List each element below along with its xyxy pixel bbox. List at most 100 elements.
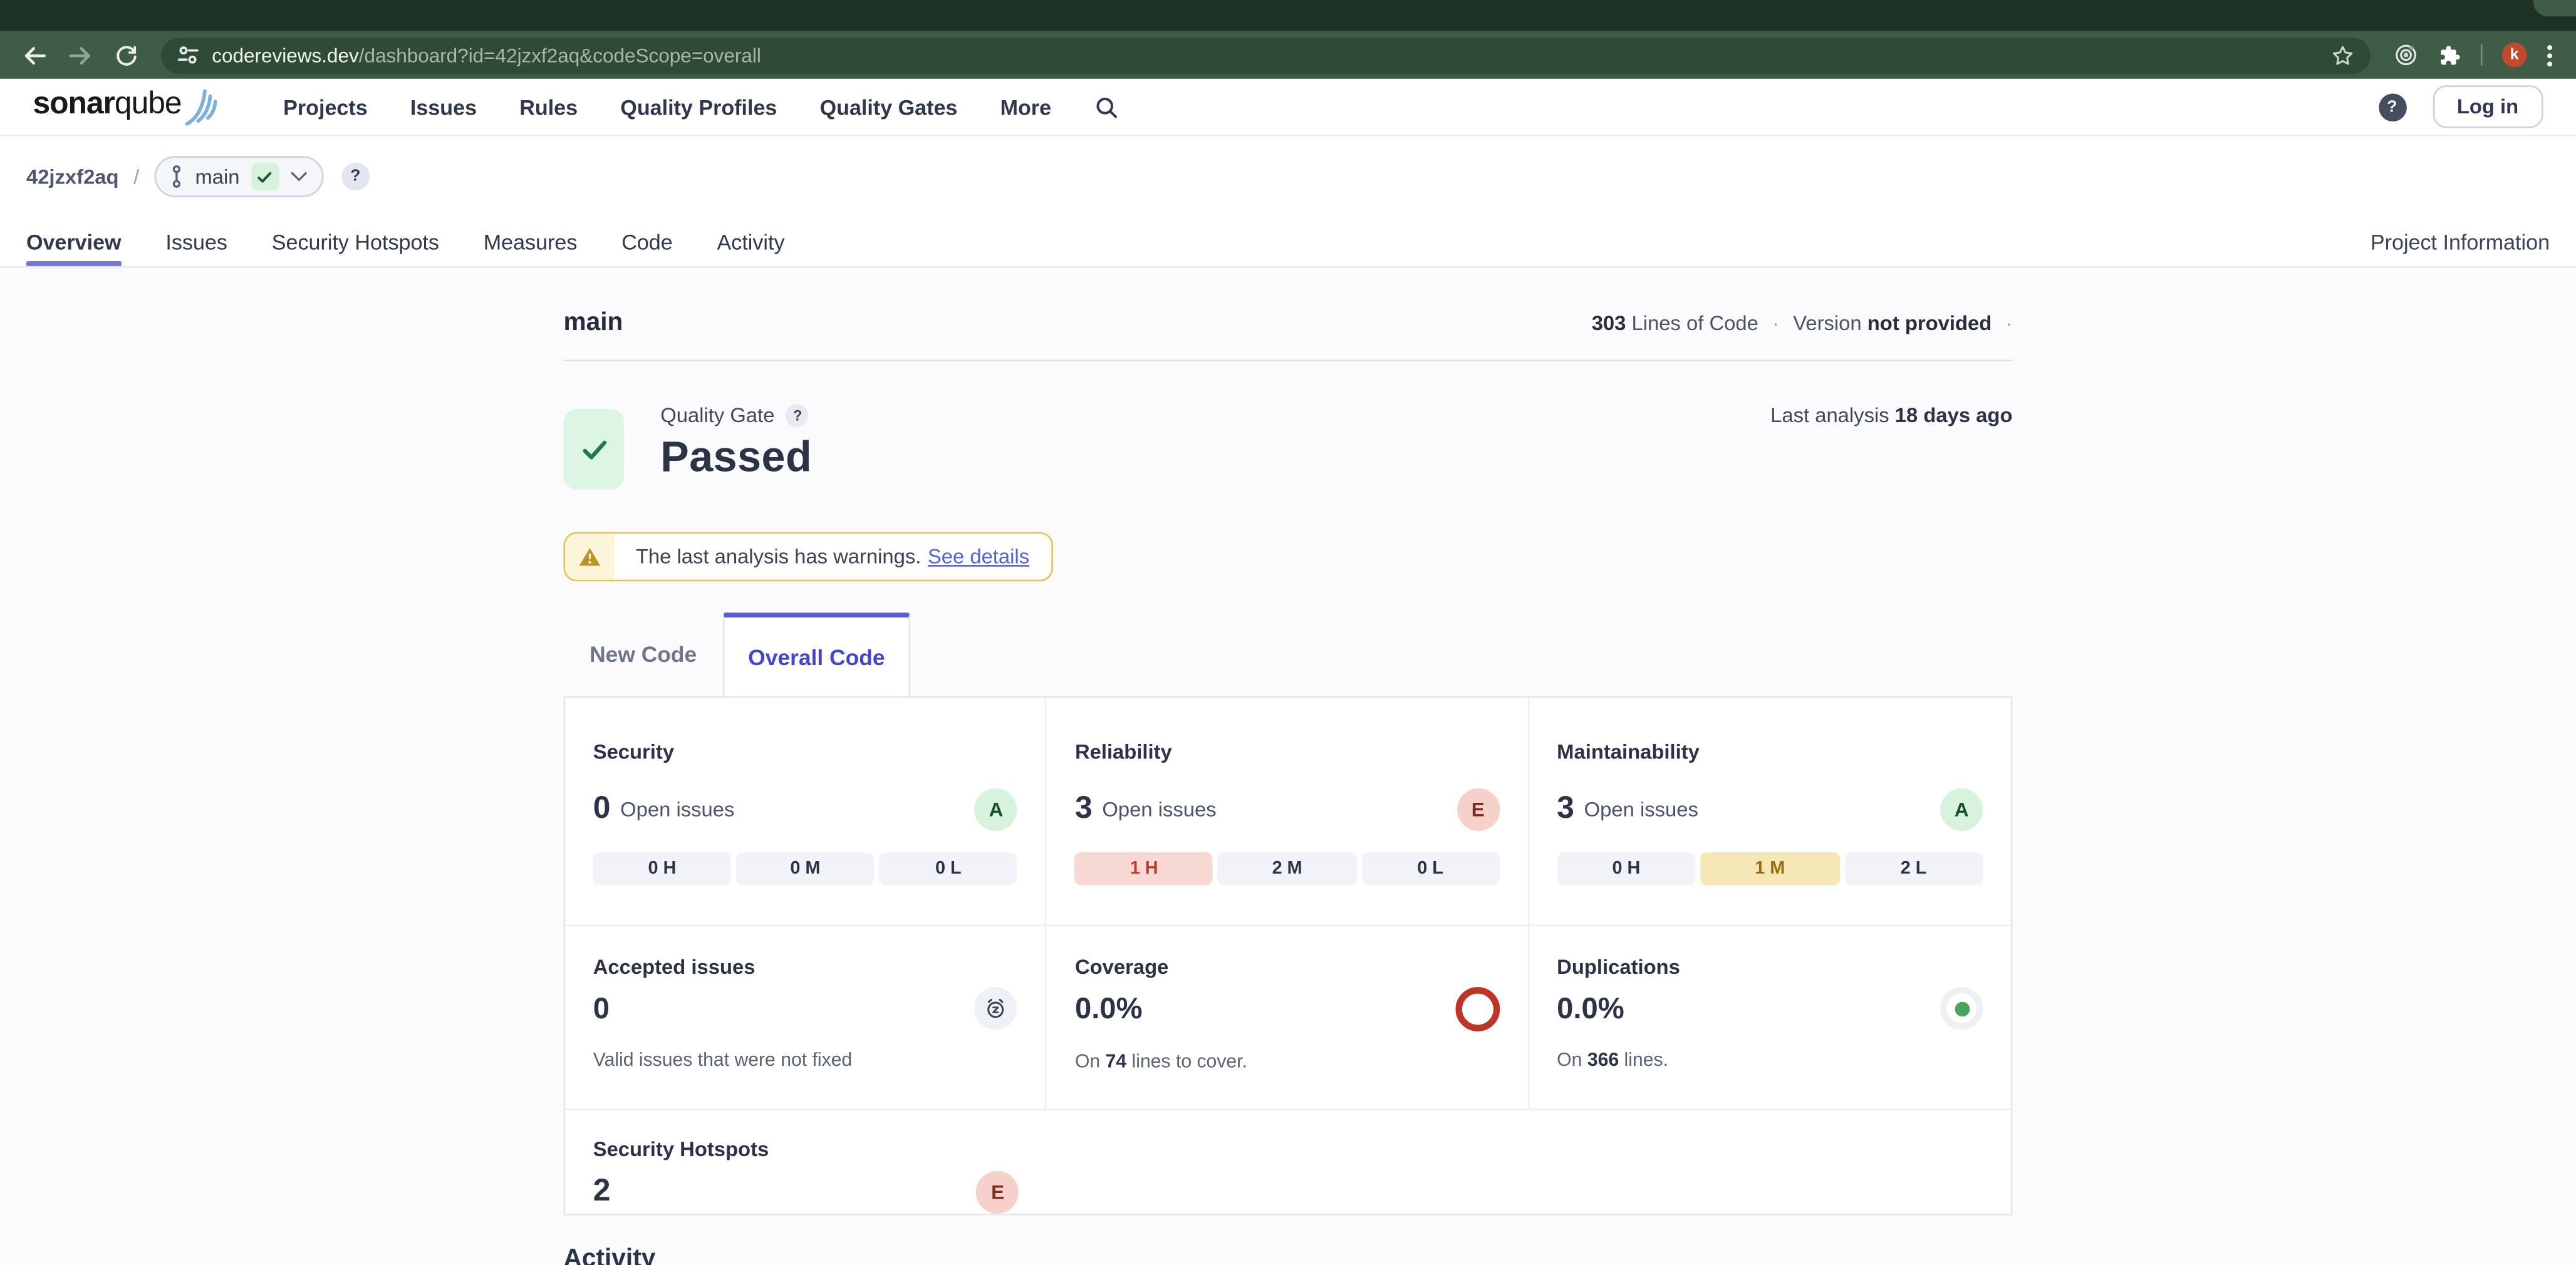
nav-issues[interactable]: Issues: [410, 94, 477, 120]
maintainability-pill-low[interactable]: 2 L: [1844, 852, 1983, 886]
tab-activity[interactable]: Activity: [717, 229, 785, 254]
coverage-metric: Coverage 0.0% On 74 lines to cover.: [1047, 926, 1529, 1109]
help-icon[interactable]: ?: [2377, 93, 2406, 121]
duplications-dot-icon: [1954, 1001, 1970, 1016]
maintainability-count-label: Open issues: [1584, 798, 1698, 822]
tab-overview[interactable]: Overview: [26, 217, 122, 266]
version-value: not provided: [1867, 312, 1992, 335]
project-information-link[interactable]: Project Information: [2370, 229, 2550, 254]
tab-code[interactable]: Code: [621, 229, 673, 254]
reliability-rating-badge: E: [1457, 788, 1500, 831]
extensions-puzzle-icon[interactable]: [2438, 43, 2461, 66]
metrics-row-hotspots: Security Hotspots 2 E: [565, 1108, 2011, 1214]
tab-issues[interactable]: Issues: [165, 229, 227, 254]
tab-security-hotspots[interactable]: Security Hotspots: [271, 229, 439, 254]
accepted-issues-description: Valid issues that were not fixed: [593, 1051, 853, 1071]
meta-separator-tail: ·: [2005, 312, 2013, 335]
security-severity-pills: 0 H 0 M 0 L: [593, 852, 1018, 886]
coverage-value[interactable]: 0.0%: [1074, 991, 1143, 1025]
tab-measures[interactable]: Measures: [483, 229, 578, 254]
accepted-issues-count[interactable]: 0: [593, 991, 610, 1025]
branch-title: main: [563, 309, 623, 337]
reliability-severity-pills: 1 H 2 M 0 L: [1074, 852, 1500, 886]
tab-overall-code[interactable]: Overall Code: [722, 612, 910, 696]
branch-icon: [169, 164, 184, 188]
duplications-metric: Duplications 0.0% On 366 lines.: [1529, 926, 2011, 1108]
nav-projects[interactable]: Projects: [283, 94, 368, 120]
nav-quality-profiles[interactable]: Quality Profiles: [620, 94, 777, 120]
profile-avatar[interactable]: k: [2501, 43, 2527, 68]
toolbar-icons: k: [2384, 43, 2563, 68]
extension-orbit-icon[interactable]: [2394, 43, 2418, 67]
branch-selector[interactable]: main: [153, 156, 324, 197]
security-metric: Security 0 Open issues A 0 H 0 M 0 L: [565, 698, 1047, 925]
back-button[interactable]: [13, 34, 56, 76]
last-analysis: Last analysis 18 days ago: [1770, 404, 2012, 427]
maintainability-count[interactable]: 3: [1557, 792, 1574, 827]
snooze-alarm-icon: [985, 997, 1008, 1020]
browser-toolbar: codereviews.dev/dashboard?id=42jzxf2aq&c…: [0, 31, 2576, 79]
reliability-pill-high[interactable]: 1 H: [1074, 852, 1213, 886]
maintainability-severity-pills: 0 H 1 M 2 L: [1557, 852, 1983, 886]
warning-icon-cell: [565, 534, 615, 580]
duplications-title: Duplications: [1557, 956, 1680, 979]
nav-quality-gates[interactable]: Quality Gates: [819, 94, 958, 120]
quality-gate-passed-box: [563, 408, 625, 490]
security-pill-high[interactable]: 0 H: [593, 852, 732, 886]
hotspots-empty-cell: [1047, 1110, 1529, 1214]
sonarqube-logo[interactable]: sonarqube: [33, 86, 218, 126]
bookmark-star-icon[interactable]: [2331, 43, 2354, 66]
loc-value: 303: [1591, 312, 1626, 335]
security-hotspots-count[interactable]: 2: [593, 1174, 611, 1209]
duplications-value[interactable]: 0.0%: [1557, 991, 1624, 1025]
quality-gate-texts: Quality Gate ? Passed: [660, 404, 812, 483]
site-info-tune-icon[interactable]: [177, 44, 199, 66]
metrics-row-issues: Security 0 Open issues A 0 H 0 M 0 L: [565, 698, 2011, 925]
main-nav: Projects Issues Rules Quality Profiles Q…: [283, 95, 1118, 119]
duplications-description: On 366 lines.: [1557, 1051, 1668, 1071]
security-count[interactable]: 0: [593, 792, 611, 827]
window-tab-corner: [2533, 0, 2576, 17]
security-pill-low[interactable]: 0 L: [879, 852, 1018, 886]
coverage-ring-indicator: [1455, 987, 1500, 1031]
accepted-issues-metric: Accepted issues 0 Valid issues that were…: [565, 926, 1047, 1109]
warning-text-cell: The last analysis has warnings. See deta…: [615, 534, 1051, 579]
tab-new-code[interactable]: New Code: [589, 642, 697, 667]
coverage-lines-value: 74: [1105, 1052, 1127, 1073]
code-scope-tabs: New Code Overall Code: [564, 612, 2013, 696]
reliability-pill-low[interactable]: 0 L: [1361, 852, 1500, 886]
reliability-pill-medium[interactable]: 2 M: [1218, 852, 1356, 886]
breadcrumb-project-link[interactable]: 42jzxf2aq: [26, 165, 119, 188]
reload-button[interactable]: [105, 34, 148, 76]
reliability-metric: Reliability 3 Open issues E 1 H 2 M 0 L: [1047, 698, 1529, 925]
maintainability-pill-high[interactable]: 0 H: [1557, 852, 1696, 886]
nav-rules[interactable]: Rules: [519, 94, 578, 120]
reliability-title: Reliability: [1074, 740, 1172, 764]
security-rating-badge: A: [974, 788, 1018, 831]
address-bar[interactable]: codereviews.dev/dashboard?id=42jzxf2aq&c…: [161, 37, 2371, 73]
quality-gate-label: Quality Gate: [660, 404, 775, 427]
reliability-count[interactable]: 3: [1074, 792, 1093, 827]
logo-waves-icon: [185, 87, 218, 126]
maintainability-pill-medium[interactable]: 1 M: [1700, 852, 1839, 886]
see-details-link[interactable]: See details: [927, 545, 1030, 569]
breadcrumb-separator: /: [133, 165, 140, 188]
security-pill-medium[interactable]: 0 M: [736, 852, 875, 886]
branch-name: main: [195, 165, 240, 188]
branch-quality-gate-check-icon: [251, 162, 279, 191]
browser-menu-kebab-icon[interactable]: [2547, 43, 2553, 66]
search-icon[interactable]: [1094, 95, 1118, 119]
branch-header: main 303 Lines of Code · Version not pro…: [563, 267, 2013, 361]
login-button[interactable]: Log in: [2432, 85, 2543, 128]
url-domain: codereviews.dev: [212, 43, 359, 67]
quality-gate-help-icon[interactable]: ?: [786, 404, 809, 427]
loc-label: Lines of Code: [1631, 312, 1758, 335]
nav-more[interactable]: More: [1000, 94, 1052, 120]
branch-help-icon[interactable]: ?: [341, 162, 370, 191]
forward-button[interactable]: [59, 34, 101, 76]
security-count-label: Open issues: [620, 798, 735, 822]
reliability-count-label: Open issues: [1102, 798, 1217, 822]
header-right: ? Log in: [2377, 85, 2543, 128]
logo-text: sonarqube: [33, 86, 182, 122]
